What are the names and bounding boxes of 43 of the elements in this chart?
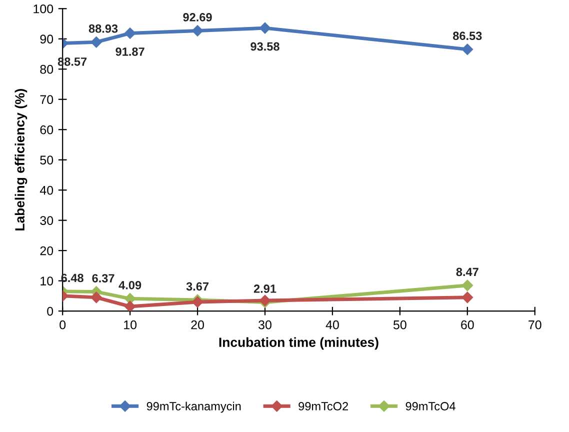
legend-label: 99mTcO2 [298,402,348,410]
x-tick-label: 0 [60,320,66,330]
point [259,22,271,34]
data-label: 86.53 [452,32,482,40]
y-tick-label: 90 [40,34,54,44]
legend-label: 99mTcO4 [406,402,456,410]
point [90,36,102,48]
y-tick-label: 30 [40,216,54,225]
x-tick-label: 70 [528,320,542,330]
y-axis-title: Labeling efficiency (%) [14,89,28,230]
y-tick-label: 60 [40,125,54,134]
data-label: 8.47 [456,268,478,276]
y-tick-label: 100 [34,4,54,14]
data-label: 2.91 [254,284,276,293]
x-tick-label: 50 [393,320,406,330]
point [90,292,102,304]
point [192,25,204,36]
point [462,44,473,55]
y-tick-label: 80 [40,64,54,74]
point [462,280,473,292]
data-label: 93.58 [250,42,280,51]
data-label: 92.69 [183,13,212,22]
x-tick-label: 60 [461,320,474,330]
point [124,300,136,312]
point [462,292,473,304]
data-label: 6.37 [92,274,114,282]
legend-label: 99mTc-kanamycin [146,402,241,413]
y-tick-label: 70 [40,95,54,104]
y-tick-label: 40 [40,186,54,195]
y-tick-label: 20 [40,246,54,256]
y-tick-label: 0 [47,306,54,316]
data-label: 4.09 [118,280,142,290]
x-axis-title: Incubation time (minutes) [219,337,378,350]
x-tick-label: 30 [258,320,272,330]
data-label: 88.93 [88,24,118,33]
x-tick-label: 40 [326,320,339,330]
data-label: 91.87 [116,47,144,56]
data-label: 3.67 [186,282,208,291]
x-tick-label: 20 [191,320,204,330]
y-tick-label: 50 [40,156,54,164]
point [124,28,136,39]
y-tick-label: 10 [40,276,54,286]
x-tick-label: 10 [124,320,137,330]
